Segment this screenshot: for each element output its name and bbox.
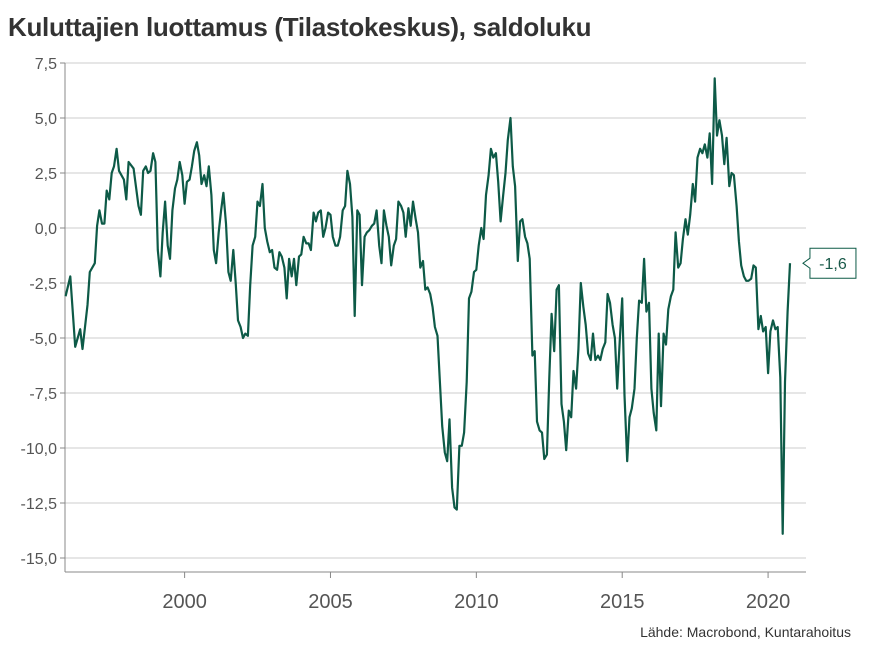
x-tick-label: 2005: [308, 591, 353, 613]
x-axis: 2000 2005 2010 2015 2020: [65, 571, 806, 613]
x-tick-label: 2000: [162, 591, 207, 613]
source-note: Lähde: Macrobond, Kuntarahoitus: [640, 624, 851, 640]
x-tick-label: 2010: [454, 591, 499, 613]
y-tick-label: 7,5: [35, 56, 57, 73]
y-tick-label: -12,5: [21, 496, 58, 513]
gridlines: [60, 62, 806, 572]
callout-box: [802, 247, 857, 279]
chart-title: Kuluttajien luottamus (Tilastokeskus), s…: [8, 12, 592, 42]
series-line-group: [64, 77, 792, 535]
x-tick-label: 2015: [600, 591, 645, 613]
y-tick-label: 2,5: [35, 166, 57, 183]
y-tick-label: -15,0: [21, 551, 58, 568]
last-value-callout: -1,6: [802, 247, 857, 279]
series-line: [64, 77, 792, 535]
y-tick-label: 0,0: [35, 221, 57, 238]
y-tick-label: -2,5: [29, 276, 57, 293]
callout-label: -1,6: [819, 256, 847, 273]
y-axis-tick-labels: 7,5 5,0 2,5 0,0 -2,5 -5,0 -7,5 -10,0 -12,5 -15,0: [21, 56, 58, 568]
y-tick-label: -10,0: [21, 441, 58, 458]
y-tick-label: -7,5: [29, 386, 57, 403]
y-tick-label: -5,0: [29, 331, 57, 348]
y-tick-label: 5,0: [35, 111, 57, 128]
x-tick-label: 2020: [746, 591, 791, 613]
